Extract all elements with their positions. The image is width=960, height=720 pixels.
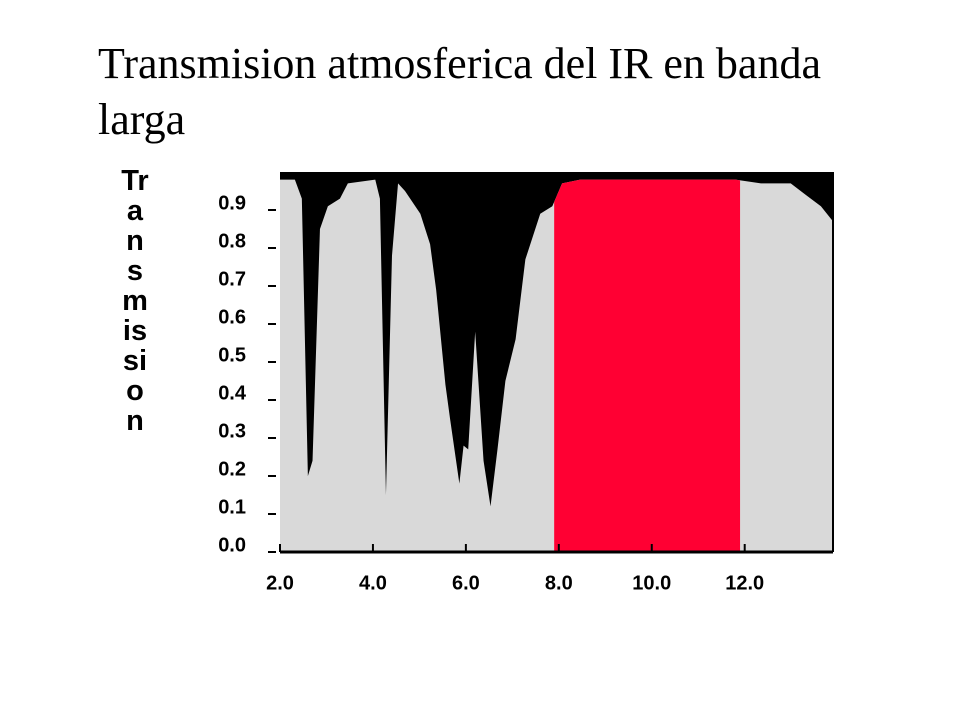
- y-tick-label: 0.5: [218, 344, 246, 366]
- y-axis-label: Transmission: [121, 165, 149, 437]
- y-tick-label: 0.9: [218, 192, 246, 214]
- x-tick-label: 6.0: [452, 572, 480, 594]
- y-tick-label: 0.1: [218, 496, 246, 518]
- chart-title: Transmision atmosferica del IR en banda …: [98, 39, 821, 144]
- x-tick-label: 2.0: [266, 572, 294, 594]
- y-tick-label: 0.2: [218, 458, 246, 480]
- y-tick-label: 0.6: [218, 306, 246, 328]
- y-tick-label: 0.3: [218, 420, 246, 442]
- y-tick-label: 0.8: [218, 230, 246, 252]
- y-tick-label: 0.4: [218, 382, 247, 404]
- y-tick-label: 0.7: [218, 268, 246, 290]
- x-tick-label: 8.0: [545, 572, 573, 594]
- x-tick-label: 4.0: [359, 572, 387, 594]
- x-tick-label: 12.0: [725, 572, 764, 594]
- highlight-band: [554, 179, 741, 552]
- x-tick-label: 10.0: [632, 572, 671, 594]
- y-tick-label: 0.0: [218, 534, 246, 556]
